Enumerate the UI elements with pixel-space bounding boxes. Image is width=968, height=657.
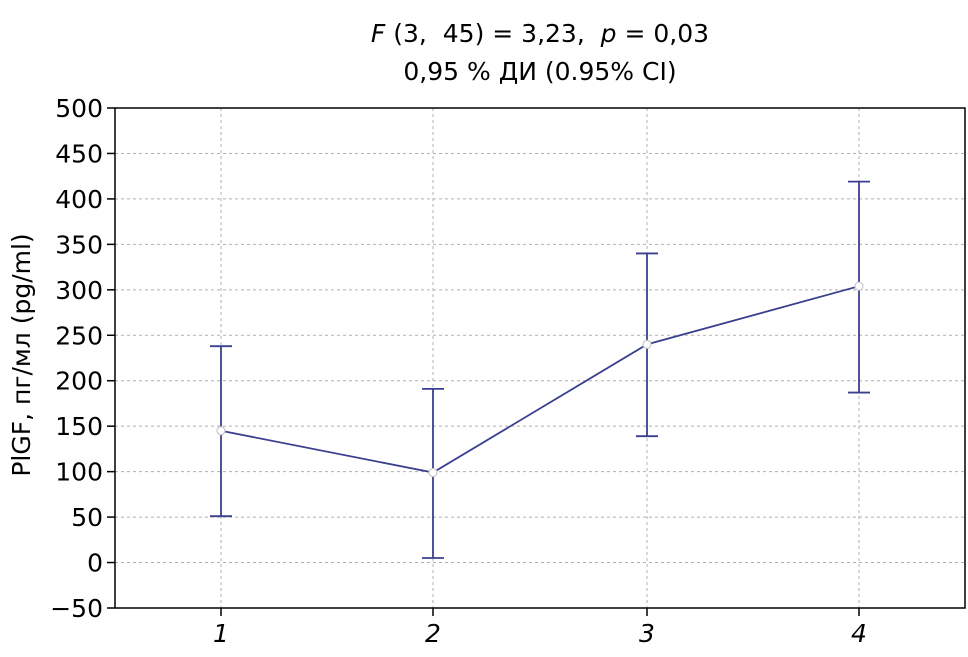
y-tick-label: 350 [55,230,103,259]
y-tick-label: 300 [55,276,103,305]
x-axis-ticks: 1 2 3 4 [213,608,867,648]
plot-area-frame [114,107,966,609]
y-tick-label: 250 [55,321,103,350]
y-tick-label: −50 [50,594,103,623]
data-point [216,426,226,436]
y-tick-label: 150 [55,412,103,441]
f-symbol: F [371,19,386,48]
x-tick-label: 1 [213,619,229,648]
x-tick-label: 4 [851,619,867,648]
x-tick-label: 3 [639,619,655,648]
y-axis-title: PlGF, пг/мл (pg/ml) [7,233,36,476]
chart-subtitle: 0,95 % ДИ (0.95% CI) [403,57,676,86]
series-line [220,285,860,474]
series-group [210,180,870,559]
data-point [428,467,438,478]
x-tick-label: 2 [425,619,441,648]
y-tick-label: 450 [55,139,103,168]
y-axis-ticks: −50 0 50 100 150 200 250 300 350 400 450 500 [50,94,115,623]
f-args: (3, 45) = 3,23, [385,19,600,48]
grid-lines [115,108,965,608]
chart-title: F (3, 45) = 3,23, p = 0,03 [371,19,709,48]
y-tick-label: 400 [55,185,103,214]
p-value: = 0,03 [617,19,710,48]
data-point [642,339,652,349]
y-tick-label: 0 [87,549,103,578]
y-tick-label: 200 [55,367,103,396]
y-tick-label: 100 [55,458,103,487]
y-tick-label: 50 [71,503,103,532]
p-symbol: p [600,19,617,48]
data-point [854,281,864,291]
y-tick-label: 500 [55,94,103,123]
